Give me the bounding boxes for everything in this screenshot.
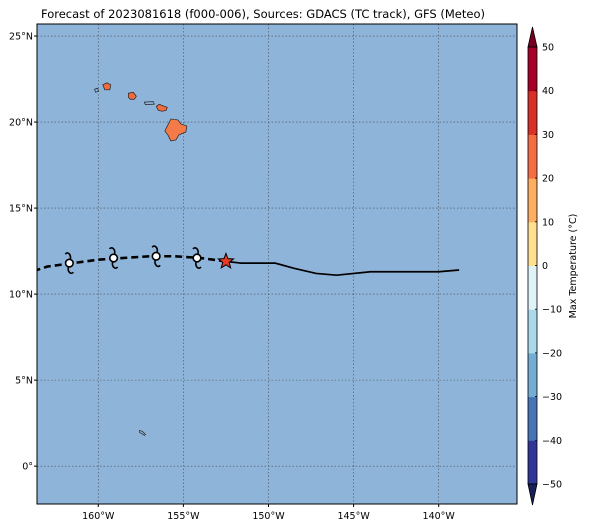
y-tick-label: 10°N [9,290,33,301]
x-tick-label: 140°W [423,511,456,522]
y-tick-label: 0° [22,462,33,473]
colorbar-tick-label: 40 [542,86,554,97]
cyclone-arm-top [64,252,72,260]
colorbar-segment [528,352,537,398]
colorbar-extend-min [527,483,538,506]
chart-title: Forecast of 2023081618 (f000-006), Sourc… [41,7,485,21]
island-atoll [139,429,147,436]
colorbar-segment [528,134,537,179]
colorbar-tick-label: −40 [542,436,562,447]
colorbar-tick-label: 10 [542,217,554,228]
cyclone-symbol-icon [192,246,202,269]
colorbar: 50 40 30 20 10 0 −10 −20 −30 −40 −50 [527,26,562,506]
colorbar-label: Max Temperature (°C) [568,214,579,319]
x-tick-label: 155°W [167,511,200,522]
island-molokai [143,101,155,106]
island-hawaii [164,118,188,142]
forecast-track-line [36,254,227,272]
cyclone-symbol-icon [108,246,119,269]
colorbar-tick-label: −30 [542,392,562,403]
colorbar-segment [528,47,537,92]
colorbar-tick-label: −50 [542,480,562,491]
cyclone-eye [151,251,161,261]
island-kauai [102,82,112,91]
cyclone-arm-top [151,245,159,253]
islands [94,82,188,436]
map-frame [36,23,518,505]
cyclone-symbol-icon [64,252,75,275]
colorbar-tick-label: 20 [542,174,554,185]
graticule [37,24,517,504]
colorbar-tick-label: 50 [542,43,554,54]
colorbar-segment [528,221,537,266]
colorbar-tick-label: 0 [542,261,548,272]
x-tick-label: 145°W [337,511,370,522]
cyclone-arm-top [108,246,116,255]
current-position-star-icon [216,252,235,270]
colorbar-segment [528,309,537,354]
x-axis: 160°W 155°W 150°W 145°W 140°W [82,504,455,522]
island-niihau [94,87,100,93]
y-tick-label: 15°N [9,204,33,215]
colorbar-segment [528,90,537,135]
map-panel [36,23,518,505]
observed-track-line [225,260,460,277]
y-axis: 0° 5°N 10°N 15°N 20°N 25°N [9,32,37,473]
island-oahu [127,91,137,100]
x-tick-label: 160°W [82,511,115,522]
colorbar-segment [528,178,537,223]
cyclone-symbol-icon [151,245,161,268]
y-tick-label: 20°N [9,118,33,129]
colorbar-segment [528,265,537,310]
cyclone-eye [64,258,74,268]
island-maui [155,103,168,112]
colorbar-tick-label: −20 [542,348,562,359]
storm-track [36,245,460,277]
colorbar-segment [528,396,537,441]
colorbar-tick-label: −10 [542,305,562,316]
cyclone-eye [192,253,202,263]
x-tick-label: 150°W [252,511,285,522]
cyclone-arm-bottom [154,260,161,268]
cyclone-arm-top [192,246,199,255]
cyclone-eye [108,253,119,263]
y-tick-label: 25°N [9,32,33,43]
y-tick-label: 5°N [15,376,33,387]
colorbar-tick-label: 30 [542,130,554,141]
cyclone-arm-bottom [67,266,75,275]
colorbar-extend-max [527,26,538,48]
cyclone-arm-bottom [111,261,119,269]
colorbar-segment [528,440,537,485]
cyclone-arm-bottom [195,261,202,269]
